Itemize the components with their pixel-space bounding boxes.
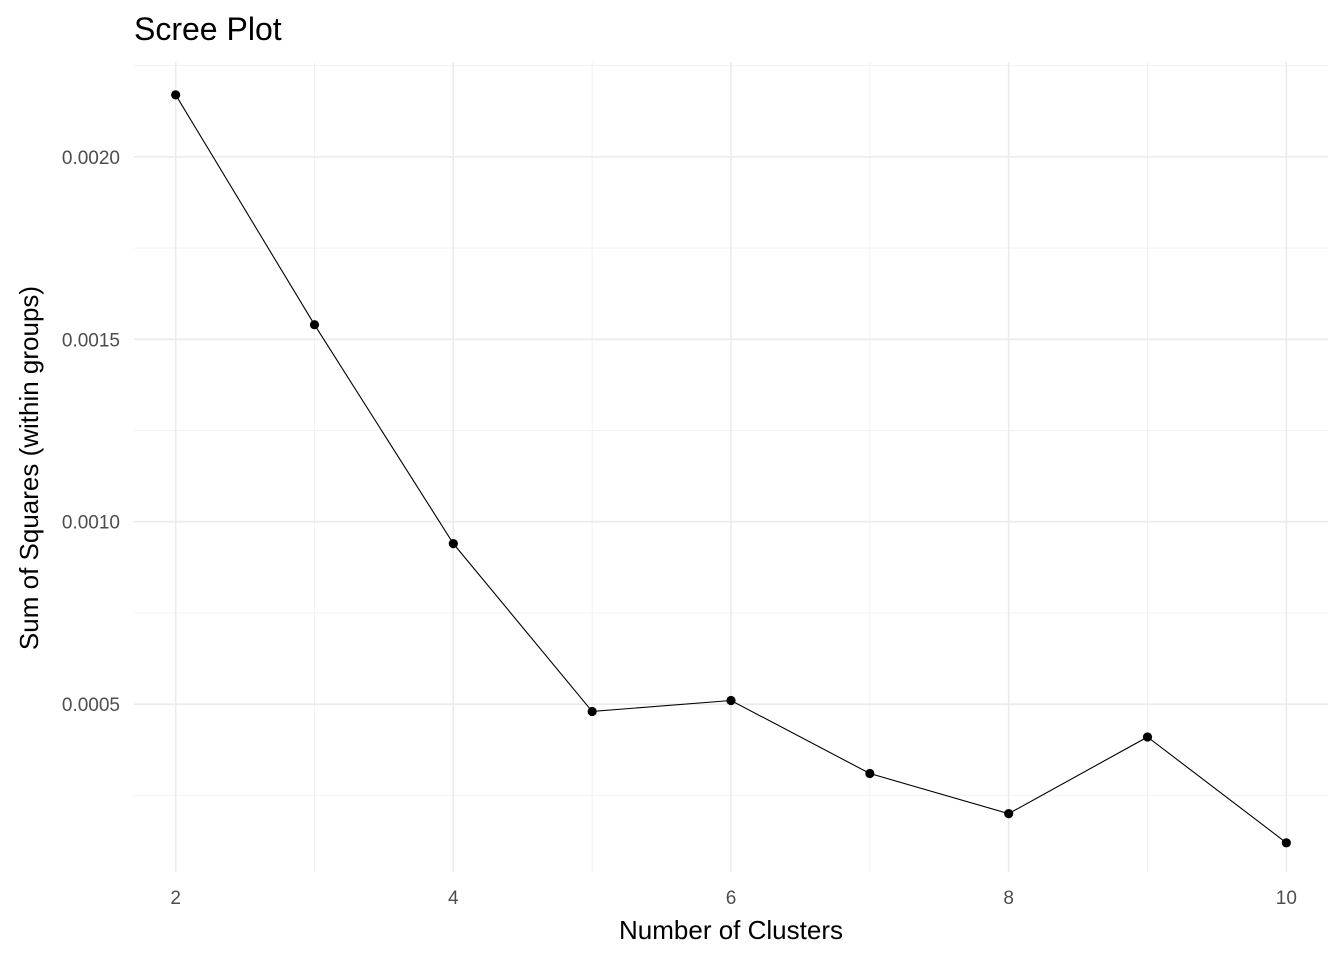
x-tick-label: 8 [1003, 888, 1014, 909]
y-axis-label: Sum of Squares (within groups) [14, 286, 44, 650]
x-tick-label: 2 [170, 888, 181, 909]
data-point [1004, 809, 1014, 819]
grid-lines [134, 62, 1328, 872]
data-point [587, 706, 597, 717]
x-axis-ticks: 2 4 6 8 10 [170, 888, 1297, 909]
data-point [865, 768, 875, 779]
x-axis-label: Number of Clusters [619, 915, 843, 945]
data-point [171, 90, 181, 100]
y-tick-label: 0.0020 [62, 148, 120, 169]
y-axis-ticks: 0.0005 0.0010 0.0015 0.0020 [62, 148, 120, 716]
y-tick-label: 0.0005 [62, 695, 120, 716]
series-layer [171, 90, 1291, 848]
data-point [1142, 732, 1153, 742]
data-point [309, 320, 320, 330]
x-tick-label: 4 [448, 888, 459, 909]
data-point [448, 539, 458, 549]
x-tick-label: 6 [726, 888, 737, 909]
data-point [726, 695, 736, 706]
chart-title: Scree Plot [134, 11, 282, 47]
x-tick-label: 10 [1276, 888, 1297, 909]
y-tick-label: 0.0015 [62, 330, 120, 351]
y-tick-label: 0.0010 [62, 513, 120, 534]
data-point [1281, 838, 1291, 848]
